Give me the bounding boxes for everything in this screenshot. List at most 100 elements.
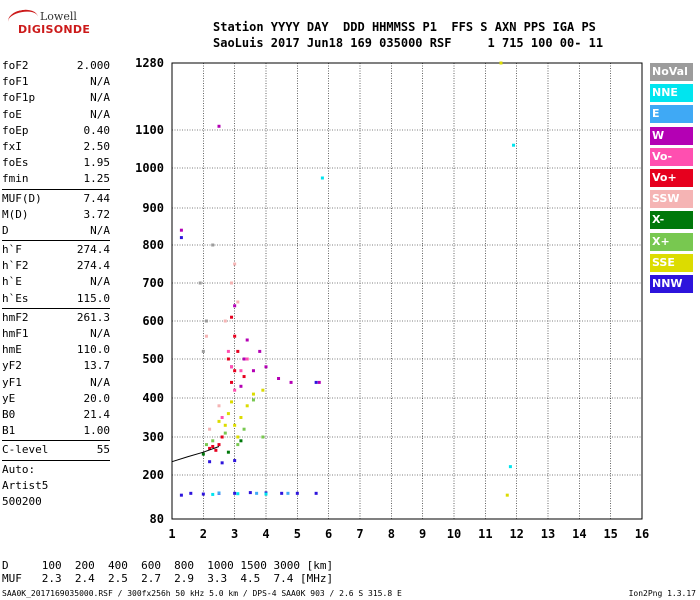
param-row: foF1p N/A [2,90,110,106]
param-row: h`Es 115.0 [2,291,110,307]
x-tick-label: 6 [325,527,332,541]
station-header: Station YYYY DAY DDD HHMMSS P1 FFS S AXN… [213,19,603,51]
data-point-ssw [230,281,234,285]
data-point-voplus [242,375,246,379]
x-tick-label: 15 [603,527,617,541]
data-point-sse [245,404,249,408]
y-tick-label: 1280 [135,56,164,70]
data-point-w [217,124,221,128]
param-value: 274.4 [76,243,110,257]
distance-row: D 100 200 400 600 800 1000 1500 3000 [km… [2,559,334,572]
param-separator [2,307,110,309]
param-row: C-level 55 [2,442,110,458]
param-label: fmin [2,172,29,186]
param-label: Auto: [2,462,36,476]
polarization-legend: NoVal NNE E W Vo- Vo+ SSW X- X+ SSE NNW [650,63,693,296]
data-point-nne [264,492,268,496]
param-value: 2.50 [83,139,111,153]
param-label: yF2 [2,359,22,373]
data-point-xminus [239,439,243,443]
data-point-voplus [220,435,224,439]
param-label: MUF(D) [2,191,42,205]
data-point-w [258,349,262,353]
scaled-parameters-panel: foF2 2.000 foF1 N/A foF1p N/A foE N/A foEp 0.40 fx… [2,58,110,510]
param-label: h`F [2,243,22,257]
data-point-w [242,357,246,361]
data-point-sse [223,423,227,427]
data-point-noval [198,281,202,285]
legend-item-e: E [650,105,693,124]
y-tick-label: 80 [150,512,164,526]
param-value: N/A [90,275,110,289]
param-value: 55 [96,443,110,457]
param-row: fxI 2.50 [2,139,110,155]
data-point-nnw [314,380,318,384]
param-value: 110.0 [76,343,110,357]
data-point-vominus [230,365,234,369]
param-separator [2,240,110,242]
data-point-ssw [236,300,240,304]
data-point-nne [320,176,324,180]
legend-item-nnw: NNW [650,274,693,293]
param-row: fmin 1.25 [2,171,110,187]
param-value: 261.3 [76,310,110,324]
param-value: 13.7 [83,359,111,373]
legend-item-ssw: SSW [650,190,693,209]
x-tick-label: 3 [231,527,238,541]
legend-item-xplus: X+ [650,232,693,251]
param-value: N/A [90,91,110,105]
param-row: yF2 13.7 [2,358,110,374]
data-point-sse [217,419,221,423]
data-point-nne [211,492,215,496]
param-label: hmF1 [2,327,29,340]
data-point-w [277,377,281,380]
param-label: Artist5 [2,478,49,492]
plot-area [172,63,642,519]
param-value: 115.0 [76,291,110,305]
param-row: Artist5 [2,478,110,494]
data-point-voplus [226,357,230,361]
data-point-nne [236,492,240,496]
data-point-xplus [242,427,246,431]
data-point-w [264,365,268,369]
param-row: hmE 110.0 [2,342,110,358]
x-tick-label: 11 [478,527,492,541]
data-point-voplus [208,446,212,450]
param-value: 1.95 [83,156,111,170]
y-tick-label: 600 [142,314,164,328]
param-row: yE 20.0 [2,391,110,407]
data-point-nnw [179,493,183,497]
x-tick-label: 16 [635,527,649,541]
param-label: foF2 [2,59,29,72]
param-label: h`E [2,275,22,289]
data-point-nnw [314,491,318,495]
data-point-voplus [233,334,237,338]
y-tick-label: 900 [142,201,164,215]
param-value: 0.40 [83,123,111,137]
param-row: hmF1 N/A [2,326,110,342]
data-point-voplus [233,369,237,373]
muf-distance-table: D 100 200 400 600 800 1000 1500 3000 [km… [2,559,333,585]
data-point-nnw [220,461,224,465]
data-point-sse [233,423,237,427]
y-tick-label: 500 [142,352,164,366]
param-separator [2,188,110,190]
data-point-sse [230,400,234,404]
data-point-nne [512,143,516,147]
muf-row: MUF 2.3 2.4 2.5 2.7 2.9 3.3 4.5 7.4 [MHz… [2,572,334,585]
param-label: foEp [2,123,29,137]
param-label: h`F2 [2,259,29,273]
param-label: C-level [2,443,49,457]
data-point-sse [505,493,509,497]
param-row: D N/A [2,223,110,239]
data-point-ssw [204,334,208,338]
x-tick-label: 7 [356,527,363,541]
data-point-w [251,369,255,373]
legend-item-w: W [650,126,693,145]
param-label: D [2,223,9,237]
x-tick-label: 9 [419,527,426,541]
data-point-nnw [233,491,237,495]
param-value: N/A [90,75,110,89]
y-tick-label: 300 [142,430,164,444]
